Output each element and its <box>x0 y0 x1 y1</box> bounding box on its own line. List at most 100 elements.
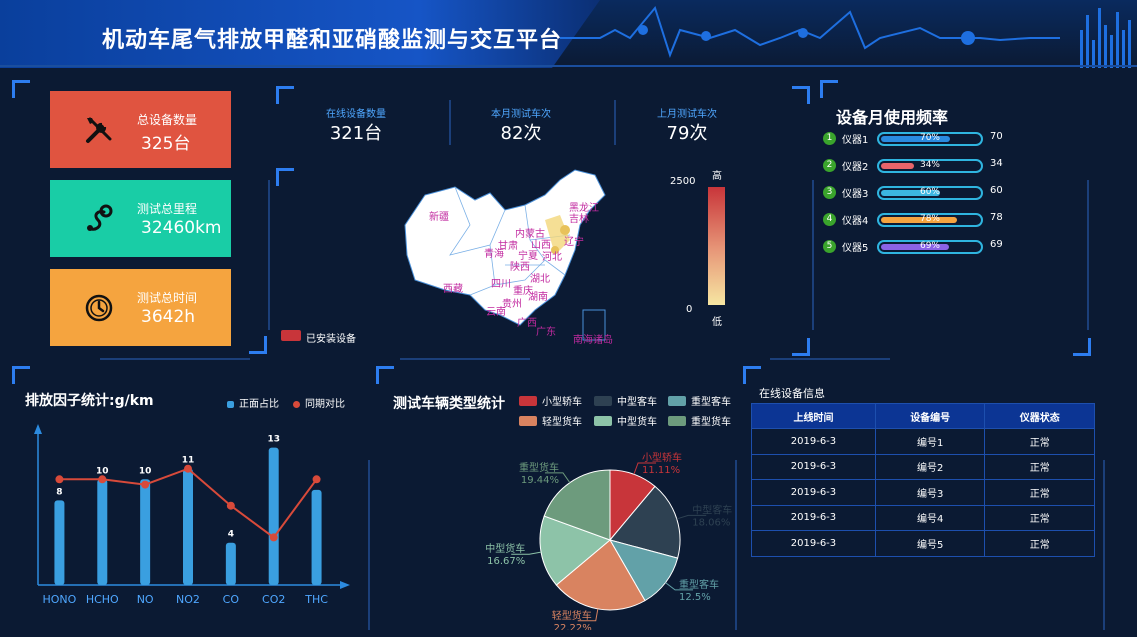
table-cell: 编号5 <box>874 530 986 557</box>
freq-row[interactable]: 2 仪器2 34% 34 <box>823 157 1023 175</box>
table-row[interactable]: 2019-6-3 编号4 正常 <box>751 504 1095 531</box>
x-tick-label: NO2 <box>176 593 200 606</box>
x-tick-label: HONO <box>43 593 77 606</box>
freq-row[interactable]: 3 仪器3 60% 60 <box>823 184 1023 202</box>
freq-progress-fill <box>881 136 950 142</box>
panel-edge <box>770 358 890 360</box>
header-divider <box>0 65 1137 67</box>
card-total-devices[interactable]: 总设备数量 325台 <box>50 91 231 168</box>
panel-edge <box>400 358 530 360</box>
freq-progress-bar: 70% <box>877 132 983 146</box>
column-header[interactable]: 仪器状态 <box>984 403 1095 429</box>
map-legend-swatch <box>281 330 301 341</box>
freq-rank: 2 <box>823 159 836 172</box>
last-month-tests-value: 79次 <box>666 123 708 144</box>
emission-bar <box>183 468 193 585</box>
map-color-scale[interactable] <box>708 187 725 305</box>
table-cell: 正常 <box>984 428 1095 455</box>
panel-corner <box>743 366 761 384</box>
map-region-label: 河北 <box>542 252 562 263</box>
map-region-label: 黑龙江 <box>569 203 599 214</box>
online-devices-value: 321台 <box>329 123 383 144</box>
card-total-mileage[interactable]: 测试总里程 32460km <box>50 180 231 257</box>
vehicle-legend-item[interactable]: 轻型货车 <box>519 413 582 428</box>
freq-progress-bar: 60% <box>877 186 983 200</box>
table-row[interactable]: 2019-6-3 编号3 正常 <box>751 479 1095 506</box>
vehicle-legend-item[interactable]: 中型客车 <box>594 393 657 408</box>
freq-value: 78 <box>990 212 1003 223</box>
freq-progress-fill <box>881 190 940 196</box>
vehicle-legend-item[interactable]: 小型轿车 <box>519 393 582 408</box>
freq-row[interactable]: 1 仪器1 70% 70 <box>823 130 1023 148</box>
comparison-point <box>184 464 192 473</box>
x-axis-arrow <box>340 581 350 589</box>
freq-percent: 78% <box>919 214 940 224</box>
map-region-label: 辽宁 <box>564 237 584 248</box>
panel-corner <box>792 86 810 104</box>
panel-corner <box>276 86 294 104</box>
freq-device-name: 仪器2 <box>842 162 869 173</box>
map-region-label: 山西 <box>531 240 551 251</box>
map-region-label: 四川 <box>491 279 511 290</box>
freq-progress-fill <box>881 217 958 223</box>
pie-slice[interactable] <box>555 539 646 611</box>
pie-slice[interactable] <box>543 469 611 541</box>
map-region-label: 内蒙古 <box>515 229 545 240</box>
online-devices-label: 在线设备数量 <box>326 109 386 120</box>
last-month-tests-label: 上月测试车次 <box>657 109 717 120</box>
freq-value: 70 <box>990 131 1003 142</box>
pie-slice[interactable] <box>539 515 611 586</box>
map-region-label: 甘肃 <box>498 241 518 252</box>
pie-leader-line <box>544 472 571 483</box>
vehicle-legend-item[interactable]: 重型客车 <box>668 393 731 408</box>
emission-bar <box>97 479 108 585</box>
vehicle-legend-item[interactable]: 中型货车 <box>594 413 657 428</box>
column-header[interactable]: 上线时间 <box>751 403 876 429</box>
header-wave-decoration <box>560 5 1131 68</box>
legend-swatch <box>668 396 686 406</box>
map-region-label: 陕西 <box>510 262 530 273</box>
panel-edge <box>100 358 250 360</box>
emission-bar <box>225 542 236 585</box>
table-cell: 编号3 <box>874 479 986 506</box>
panel-edge <box>268 180 270 330</box>
pie-slice-name: 重型客车 <box>679 578 719 591</box>
map-region-label: 新疆 <box>429 212 449 223</box>
comparison-point <box>98 475 107 484</box>
freq-device-name: 仪器1 <box>842 135 869 146</box>
title-banner <box>0 0 600 68</box>
legend-label: 小型轿车 <box>542 397 582 408</box>
column-header[interactable]: 设备编号 <box>874 403 986 429</box>
legend-swatch <box>519 396 537 406</box>
freq-row[interactable]: 5 仪器5 69% 69 <box>823 238 1023 256</box>
freq-rank: 3 <box>823 186 836 199</box>
page-title: 机动车尾气排放甲醛和亚硝酸监测与交互平台 <box>102 28 563 53</box>
vehicle-legend-item[interactable]: 重型货车 <box>668 413 731 428</box>
comparison-point <box>55 475 64 484</box>
map-region-label: 青海 <box>484 249 504 260</box>
map-region-label: 吉林 <box>569 214 589 225</box>
table-row[interactable]: 2019-6-3 编号5 正常 <box>751 530 1095 557</box>
china-map[interactable] <box>395 165 625 345</box>
this-month-tests-label: 本月测试车次 <box>491 109 551 120</box>
table-cell: 2019-6-3 <box>751 479 876 506</box>
freq-row[interactable]: 4 仪器4 78% 78 <box>823 211 1023 229</box>
panel-edge <box>735 460 737 630</box>
table-row[interactable]: 2019-6-3 编号2 正常 <box>751 453 1095 480</box>
freq-value: 60 <box>990 185 1003 196</box>
freq-progress-bar: 34% <box>877 159 983 173</box>
legend-label: 重型客车 <box>691 397 731 408</box>
x-tick-label: THC <box>304 593 328 606</box>
y-axis-arrow <box>34 424 42 434</box>
emission-bar <box>140 479 151 585</box>
card-total-time[interactable]: 测试总时间 3642h <box>50 269 231 346</box>
pie-slice[interactable] <box>609 485 681 559</box>
legend-label: 中型货车 <box>617 417 657 428</box>
pie-slice-percent: 11.11% <box>642 465 680 476</box>
pie-slice-name: 小型轿车 <box>642 451 682 464</box>
freq-percent: 60% <box>919 187 940 197</box>
summary-divider <box>614 100 616 145</box>
emission-chart[interactable]: 8 HONO 10 HCHO 10 NO 11 NO2 4 CO 13 CO2 THC <box>20 420 360 620</box>
table-row[interactable]: 2019-6-3 编号1 正常 <box>751 428 1095 455</box>
